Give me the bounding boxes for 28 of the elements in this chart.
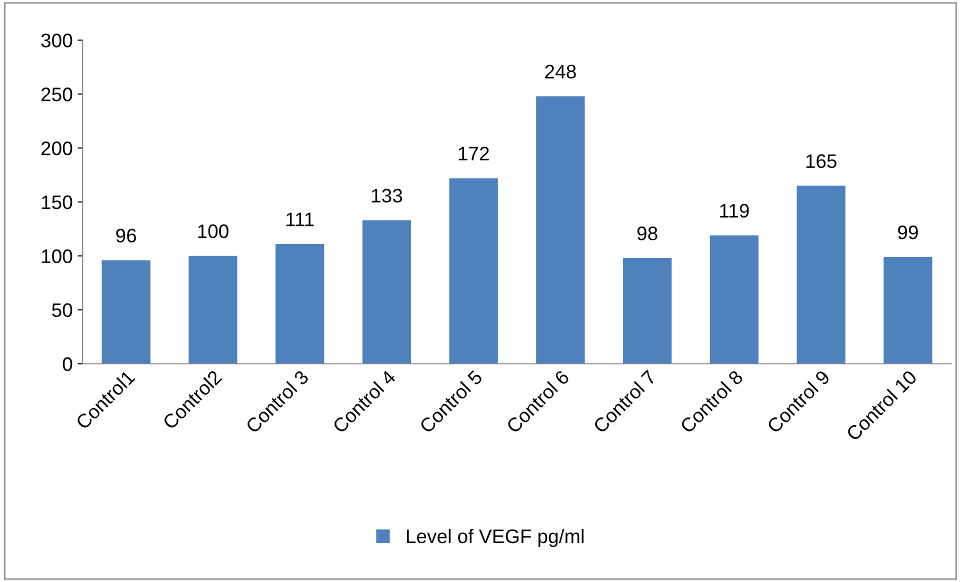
data-label: 99 [898, 225, 918, 240]
y-tick-label: 50 [52, 303, 72, 318]
bar [796, 186, 846, 364]
data-label: 98 [637, 226, 658, 240]
data-label: 119 [720, 204, 749, 218]
bar [536, 96, 585, 364]
bar [362, 220, 412, 364]
bar [276, 244, 324, 364]
data-label: 248 [545, 64, 576, 79]
y-tick-label: 300 [41, 34, 72, 48]
data-label: 165 [806, 154, 836, 168]
y-tick-label: 150 [42, 195, 72, 210]
y-tick-label: 100 [42, 249, 72, 264]
data-label: 100 [198, 224, 228, 238]
data-label: 172 [458, 146, 489, 160]
data-label: 96 [116, 228, 136, 242]
y-tick-label: 200 [41, 141, 72, 156]
bar [449, 178, 498, 364]
y-tick-label: 0 [62, 357, 72, 371]
bar [710, 235, 759, 364]
data-label: 133 [372, 188, 402, 203]
legend-label: Level of VEGF pg/ml [406, 528, 584, 548]
bar [884, 256, 932, 364]
bar [623, 258, 672, 364]
y-tick-label: 250 [41, 88, 72, 102]
data-label: 111 [286, 212, 314, 226]
bar [188, 256, 238, 364]
bar [102, 260, 150, 364]
